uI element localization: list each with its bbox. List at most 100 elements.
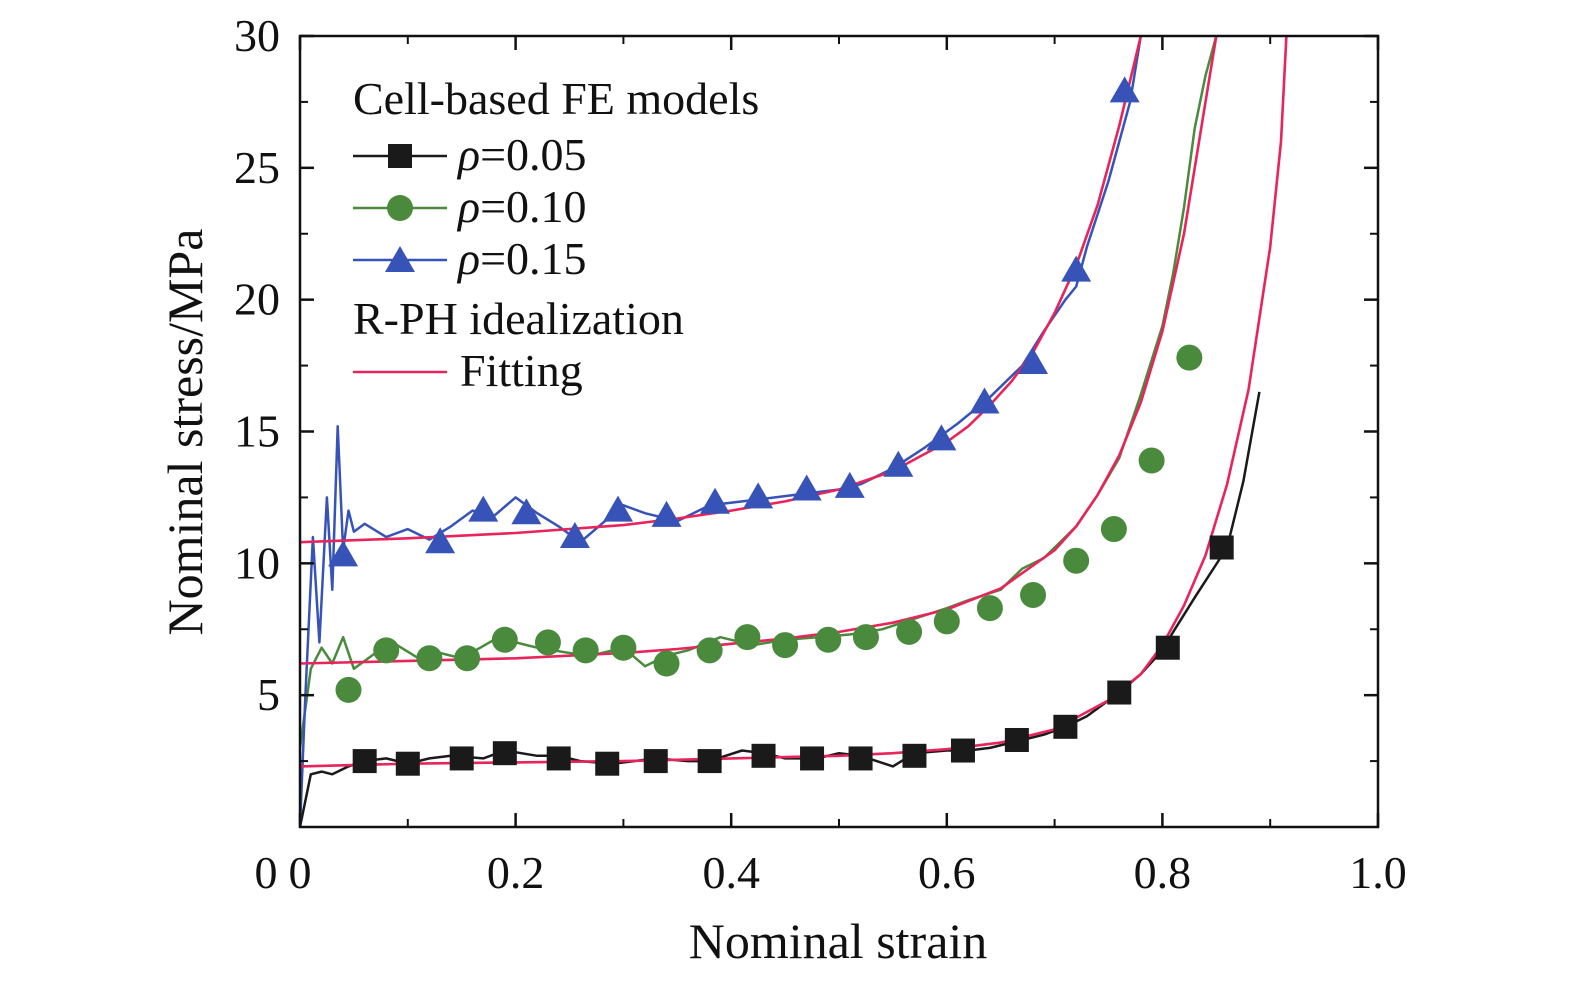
- marker-rho-005: [697, 749, 722, 774]
- marker-rho-005: [449, 746, 474, 771]
- marker-rho-015: [328, 540, 359, 567]
- marker-rho-010: [454, 645, 481, 672]
- marker-rho-015: [511, 498, 542, 525]
- marker-rho-015: [834, 471, 865, 498]
- marker-rho-010: [1100, 516, 1127, 543]
- legend-text-rho-015: ρ=0.15: [456, 233, 587, 284]
- legend-entry-rho-005: ρ=0.05: [353, 129, 587, 180]
- marker-rho-010: [1138, 447, 1165, 474]
- marker-rho-015: [425, 527, 456, 554]
- ticks-layer: 0 0.2 0.4 0.6 0.8 1.0 5 10 15 20 25 30 0: [234, 10, 1407, 898]
- marker-rho-010: [373, 637, 400, 664]
- marker-rho-010: [1020, 581, 1047, 608]
- marker-rho-010: [534, 629, 561, 656]
- x-tick-label: 0.2: [487, 847, 545, 898]
- rho-symbol: ρ: [456, 233, 480, 284]
- origin-tick-label: 0: [255, 847, 278, 898]
- marker-rho-005: [492, 741, 517, 766]
- marker-rho-005: [595, 751, 620, 776]
- marker-rho-010: [896, 618, 923, 645]
- legend-label-rho-010: =0.10: [480, 181, 586, 232]
- legend-text-rho-010: ρ=0.10: [456, 181, 587, 232]
- marker-rho-005: [902, 743, 927, 768]
- legend-text-fitting: Fitting: [460, 345, 583, 396]
- marker-rho-015: [969, 387, 1000, 414]
- marker-rho-010: [491, 626, 518, 653]
- y-tick-label: 20: [234, 274, 280, 325]
- marker-rho-015: [651, 500, 682, 527]
- marker-rho-005: [1004, 727, 1029, 752]
- y-tick-label: 10: [234, 537, 280, 588]
- y-tick-label: 25: [234, 142, 280, 193]
- marker-rho-010: [852, 624, 879, 651]
- marker-rho-005: [395, 751, 420, 776]
- legend: Cell-based FE models ρ=0.05 ρ=0.10 ρ=0.1…: [353, 73, 759, 396]
- marker-rho-005: [352, 749, 377, 774]
- plot-area: [300, 36, 1288, 827]
- x-tick-label: 0.8: [1134, 847, 1192, 898]
- marker-rho-005: [1053, 714, 1078, 739]
- legend-marker-circle: [387, 195, 413, 221]
- rho-symbol: ρ: [456, 129, 480, 180]
- marker-rho-010: [572, 637, 599, 664]
- marker-rho-005: [1107, 680, 1132, 705]
- legend-heading-rph: R-PH idealization: [353, 293, 684, 344]
- x-tick-label: 0: [289, 847, 312, 898]
- legend-entry-rho-015: ρ=0.15: [353, 233, 587, 284]
- y-tick-label: 15: [234, 406, 280, 457]
- data-layer: [300, 36, 1288, 827]
- marker-rho-010: [1063, 547, 1090, 574]
- marker-rho-015: [559, 521, 590, 548]
- marker-rho-005: [1209, 535, 1234, 560]
- fitting-curve-3: [300, 36, 1143, 544]
- marker-rho-010: [335, 676, 362, 703]
- marker-rho-010: [653, 650, 680, 677]
- legend-marker-triangle: [385, 246, 415, 272]
- rho-symbol: ρ: [456, 181, 480, 232]
- legend-label-rho-005: =0.05: [480, 129, 586, 180]
- legend-entry-rho-010: ρ=0.10: [353, 181, 587, 232]
- series-line-rho-015: [300, 36, 1143, 827]
- marker-rho-005: [950, 738, 975, 763]
- x-tick-label: 0.4: [702, 847, 760, 898]
- marker-rho-015: [926, 424, 957, 451]
- marker-rho-015: [883, 450, 914, 477]
- marker-rho-015: [791, 474, 822, 501]
- marker-rho-010: [976, 595, 1003, 622]
- x-tick-label: 1.0: [1349, 847, 1407, 898]
- marker-rho-015: [1018, 347, 1049, 374]
- marker-rho-015: [743, 482, 774, 509]
- legend-entry-fitting: Fitting: [353, 345, 583, 396]
- x-tick-label: 0.6: [918, 847, 976, 898]
- marker-rho-005: [800, 746, 825, 771]
- marker-rho-015: [700, 487, 731, 514]
- legend-label-rho-015: =0.15: [480, 233, 586, 284]
- marker-rho-005: [1155, 635, 1180, 660]
- legend-text-rho-005: ρ=0.05: [456, 129, 587, 180]
- legend-marker-square: [388, 144, 412, 168]
- marker-rho-010: [933, 608, 960, 635]
- marker-rho-015: [1109, 76, 1140, 103]
- marker-rho-010: [416, 645, 443, 672]
- series-line-rho-005: [300, 391, 1261, 827]
- marker-rho-010: [815, 626, 842, 653]
- marker-rho-010: [610, 634, 637, 661]
- legend-heading-cell-based: Cell-based FE models: [353, 73, 759, 124]
- marker-rho-005: [643, 749, 668, 774]
- marker-rho-010: [696, 637, 723, 664]
- y-axis-label: Nominal stress/MPa: [157, 229, 213, 636]
- marker-rho-015: [1061, 255, 1092, 282]
- marker-rho-015: [468, 495, 499, 522]
- marker-rho-005: [848, 746, 873, 771]
- y-tick-label: 30: [234, 10, 280, 61]
- x-axis-label: Nominal strain: [689, 913, 988, 969]
- marker-rho-010: [1176, 344, 1203, 371]
- marker-rho-015: [603, 495, 634, 522]
- marker-rho-010: [772, 632, 799, 659]
- marker-rho-010: [734, 624, 761, 651]
- y-tick-label: 5: [257, 669, 280, 720]
- marker-rho-005: [751, 743, 776, 768]
- marker-rho-005: [546, 746, 571, 771]
